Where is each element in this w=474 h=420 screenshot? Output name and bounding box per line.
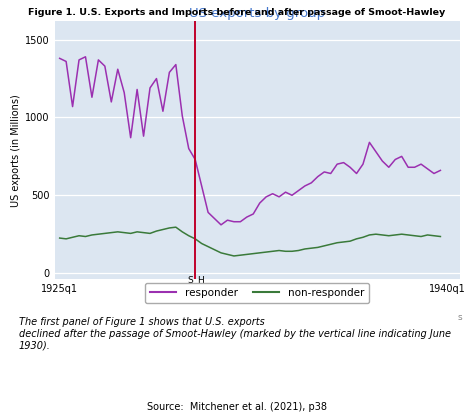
Text: s: s [457,313,462,322]
Title: US exports by group: US exports by group [189,7,325,20]
Text: Figure 1. U.S. Exports and Imports before and after passage of Smoot-Hawley: Figure 1. U.S. Exports and Imports befor… [28,8,446,16]
Text: H: H [197,276,204,286]
Text: Source:  Mitchener et al. (2021), p38: Source: Mitchener et al. (2021), p38 [147,402,327,412]
Text: S: S [187,276,193,286]
Y-axis label: US exports (in Millions): US exports (in Millions) [11,94,21,207]
Text: The first panel of Figure 1 shows that U.S. exports
declined after the passage o: The first panel of Figure 1 shows that U… [19,317,451,350]
Legend: responder, non-responder: responder, non-responder [145,283,369,303]
